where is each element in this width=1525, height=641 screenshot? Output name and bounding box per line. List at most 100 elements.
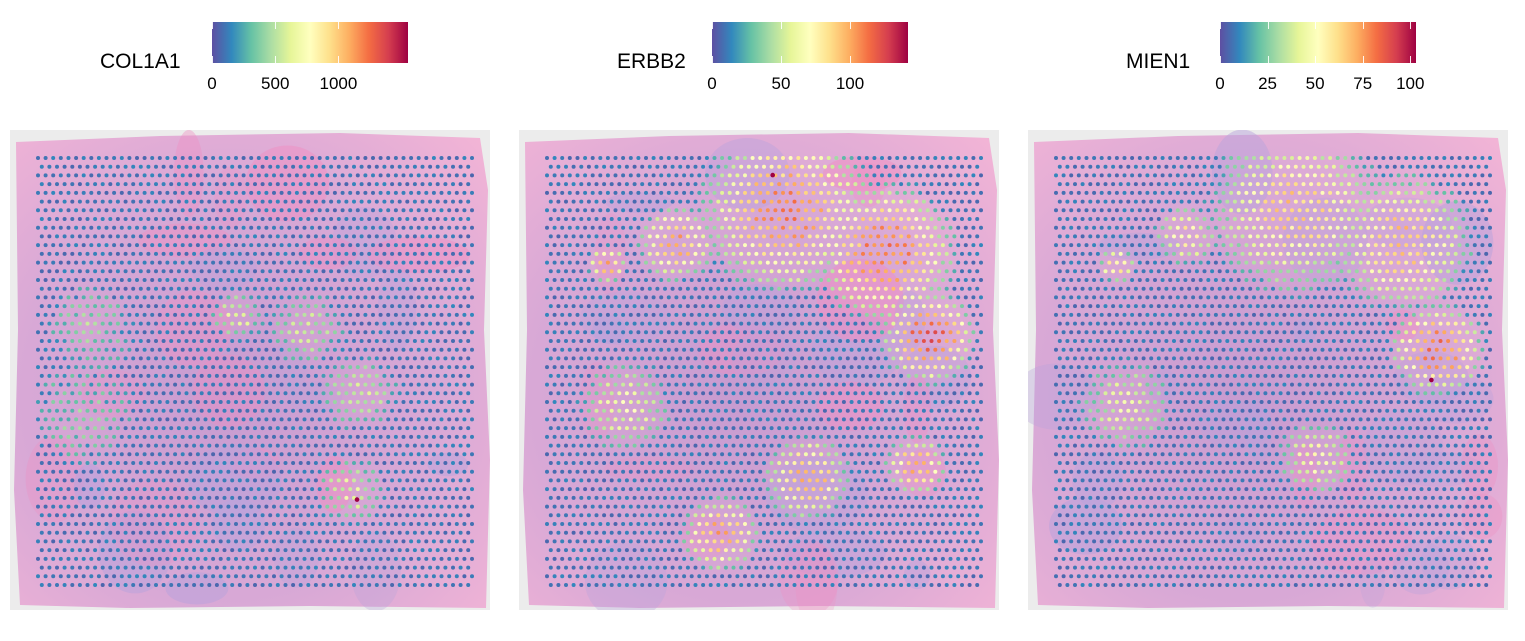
expression-spot [298, 356, 303, 361]
expression-spot [62, 356, 67, 361]
expression-spot [150, 208, 155, 213]
expression-spot [470, 556, 474, 561]
expression-spot [317, 208, 322, 213]
expression-spot [363, 434, 368, 439]
expression-spot [792, 269, 797, 274]
expression-spot [47, 495, 52, 500]
expression-spot [902, 417, 907, 422]
expression-spot [451, 583, 455, 587]
expression-spot [674, 173, 679, 178]
expression-spot [268, 530, 273, 535]
expression-spot [963, 278, 968, 282]
expression-spot [131, 234, 136, 239]
expression-spot [363, 452, 368, 457]
expression-spot [135, 243, 139, 248]
expression-spot [746, 391, 751, 396]
expression-spot [367, 182, 372, 187]
expression-spot [853, 304, 858, 309]
expression-spot [880, 365, 884, 370]
expression-spot [956, 312, 961, 317]
expression-spot [355, 312, 360, 317]
expression-spot [750, 260, 755, 265]
expression-spot [609, 321, 614, 326]
expression-spot [260, 234, 265, 239]
expression-spot [150, 260, 155, 265]
expression-spot [112, 312, 117, 317]
expression-spot [716, 443, 721, 448]
expression-spot [344, 251, 349, 256]
expression-spot [590, 400, 595, 404]
expression-spot [952, 286, 957, 291]
expression-spot [697, 312, 702, 317]
expression-spot [659, 190, 664, 195]
expression-spot [275, 251, 280, 256]
tissue-texture [174, 130, 204, 217]
expression-spot [975, 269, 980, 274]
expression-spot [803, 190, 808, 195]
expression-spot [838, 443, 843, 448]
expression-spot [234, 156, 238, 160]
expression-spot [754, 269, 759, 274]
expression-spot [310, 400, 315, 404]
expression-spot [545, 295, 549, 300]
expression-spot [845, 304, 850, 309]
expression-spot [693, 269, 698, 274]
expression-spot [956, 347, 961, 352]
expression-spot [470, 539, 474, 544]
expression-spot [184, 426, 189, 431]
expression-spot [390, 461, 395, 465]
expression-spot [674, 156, 679, 160]
expression-spot [108, 583, 113, 587]
expression-spot [868, 426, 873, 431]
expression-spot [811, 208, 816, 213]
expression-spot [146, 513, 151, 518]
expression-spot [409, 260, 414, 265]
expression-spot [944, 339, 949, 343]
expression-spot [264, 347, 269, 352]
expression-spot [382, 164, 387, 169]
expression-spot [218, 365, 223, 370]
expression-spot [447, 243, 452, 248]
expression-spot [382, 495, 387, 500]
expression-spot [697, 417, 702, 422]
expression-spot [773, 365, 778, 370]
expression-spot [405, 269, 410, 274]
expression-spot [287, 156, 292, 160]
expression-spot [294, 504, 299, 509]
expression-spot [340, 190, 345, 195]
expression-spot [287, 278, 292, 282]
expression-spot [70, 321, 75, 326]
expression-spot [405, 339, 410, 343]
expression-spot [628, 208, 633, 213]
expression-spot [150, 504, 155, 509]
expression-spot [74, 504, 79, 509]
expression-spot [838, 251, 843, 256]
expression-spot [420, 164, 425, 169]
expression-spot [435, 321, 440, 326]
expression-spot [545, 190, 549, 195]
expression-spot [81, 225, 86, 230]
expression-spot [439, 574, 444, 579]
expression-spot [651, 278, 656, 282]
expression-spot [716, 304, 721, 309]
expression-spot [390, 495, 395, 500]
expression-spot [264, 278, 269, 282]
expression-spot [439, 278, 444, 282]
expression-spot [325, 452, 330, 457]
expression-spot [781, 156, 785, 160]
expression-spot [420, 495, 425, 500]
expression-spot [815, 426, 820, 431]
expression-spot [727, 190, 732, 195]
expression-spot [272, 243, 276, 248]
expression-spot [693, 234, 698, 239]
expression-spot [203, 295, 208, 300]
expression-spot [750, 347, 755, 352]
expression-spot [393, 156, 398, 160]
expression-spot [108, 269, 113, 274]
expression-spot [363, 312, 368, 317]
expression-spot [207, 530, 212, 535]
expression-spot [150, 156, 155, 160]
expression-spot [583, 452, 588, 457]
expression-spot [268, 182, 273, 187]
expression-spot [241, 522, 246, 526]
